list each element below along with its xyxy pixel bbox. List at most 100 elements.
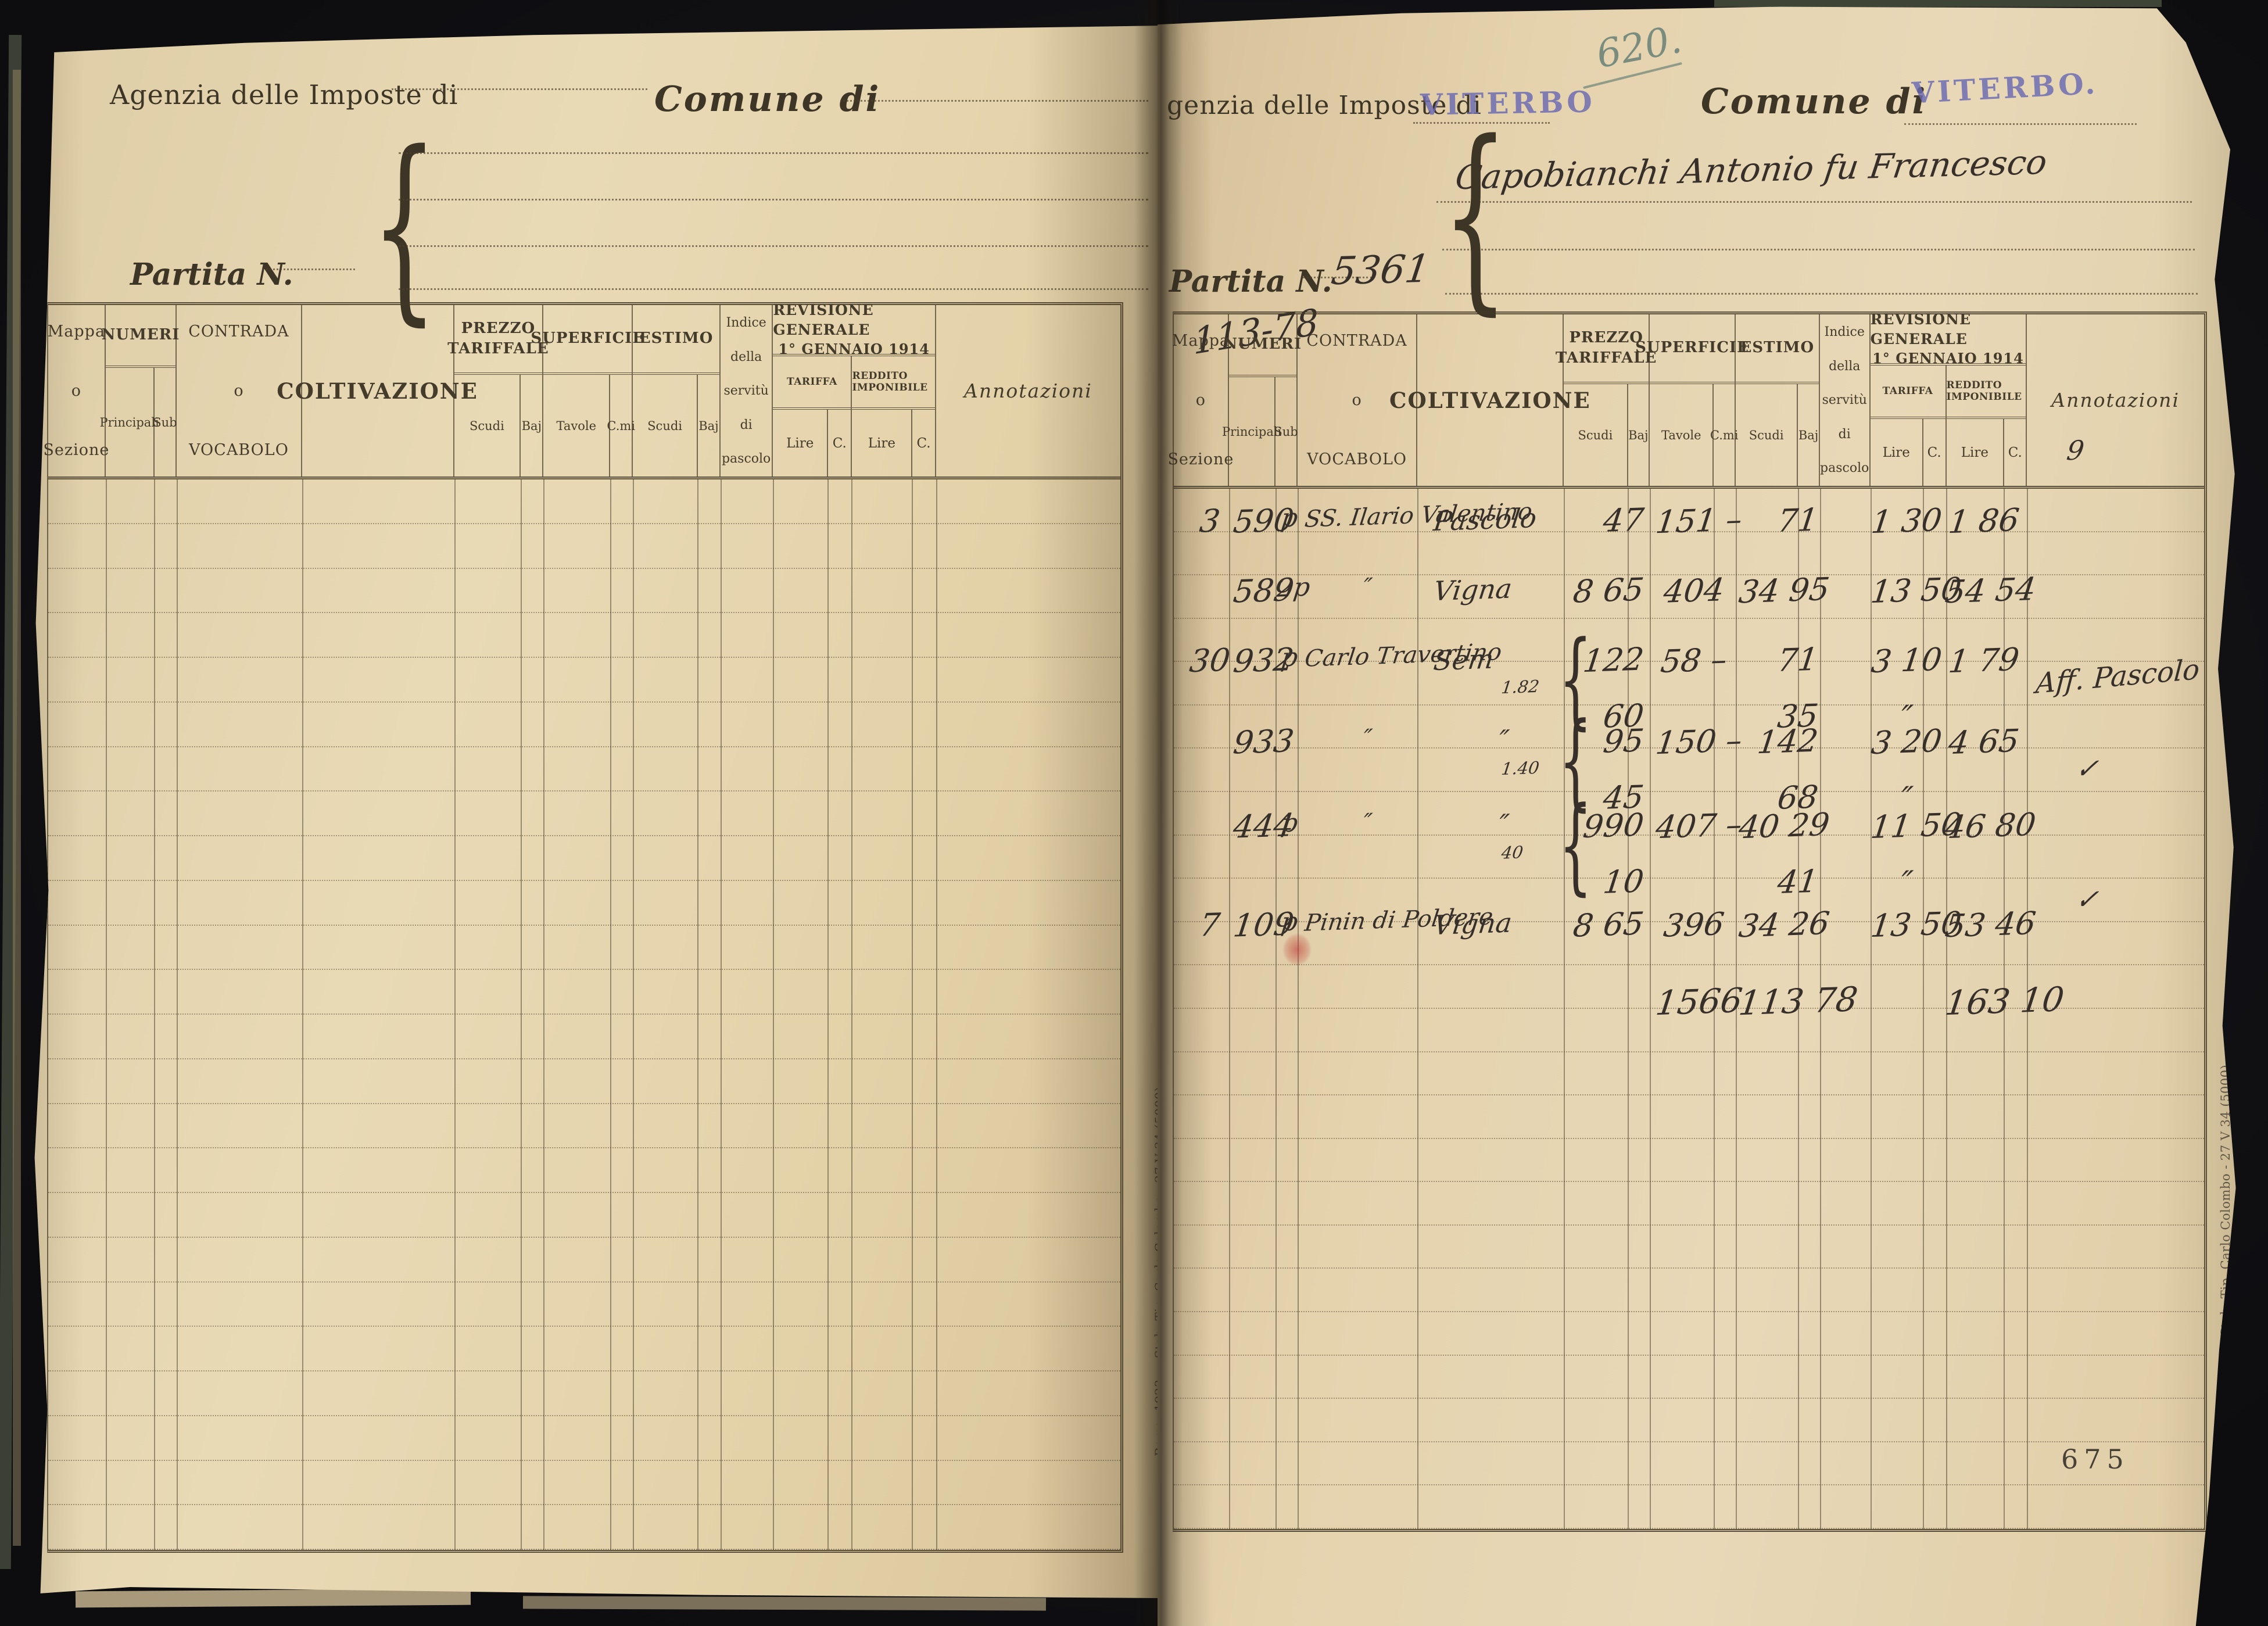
brace: { xyxy=(1442,98,1509,333)
cell-prezzo: 990 xyxy=(1581,806,1646,846)
right-page: genzia delle Imposte di VITERBO 620. Com… xyxy=(1158,6,2236,1626)
col-label: Lire xyxy=(1961,445,1988,460)
partita-number: 5361 xyxy=(1328,246,1433,294)
col-label: Scudi xyxy=(1749,428,1784,442)
agenzia-label: genzia delle Imposte di xyxy=(1167,91,1482,120)
col-reddito: REDDITO IMPONIBILE Lire C. xyxy=(1945,366,2026,486)
column-line xyxy=(827,479,829,1550)
fill-in-line xyxy=(1413,122,1550,124)
col-label: REDDITO IMPONIBILE xyxy=(852,370,928,393)
brace-label: 1.82 xyxy=(1500,676,1540,698)
col-label: SUPERFICIE xyxy=(1635,339,1749,357)
fill-in-line xyxy=(1303,277,1373,278)
cell-prezzo: 8 65 xyxy=(1571,905,1646,944)
col-label: REVISIONE GENERALE xyxy=(1870,311,1972,348)
table-row xyxy=(48,1416,1120,1461)
left-page: Agenzia delle Imposte di Comune di Parti… xyxy=(34,26,1165,1598)
cell-superficie: 396 xyxy=(1661,905,1726,944)
handwritten-entries: 3 590 p SS. Ilario Valentino Pascolo 47 … xyxy=(1173,488,2207,1534)
cell-estimo: 142 xyxy=(1755,722,1821,761)
cell-tariffa: 3 10 xyxy=(1869,640,1944,681)
col-label: Lire xyxy=(786,435,814,451)
cell-mappa: 7 xyxy=(1197,906,1223,944)
cell-contrada: ″ xyxy=(1361,573,1374,601)
cell-prezzo: 122 xyxy=(1581,640,1646,680)
table-row xyxy=(48,569,1120,614)
fill-in-line xyxy=(399,245,1148,247)
column-line xyxy=(912,479,913,1550)
table-row xyxy=(1174,1312,2204,1356)
cell-estimo: 34 26 xyxy=(1736,904,1832,945)
cell-contrada: ″ xyxy=(1361,724,1374,752)
col-label: servitù xyxy=(1822,393,1867,407)
table-row xyxy=(1174,705,2204,749)
partita-label: Partita N. xyxy=(1169,264,1332,299)
column-line xyxy=(773,479,775,1550)
column-line xyxy=(177,479,178,1550)
col-label: TARIFFA xyxy=(787,376,837,388)
table-row xyxy=(48,613,1120,658)
col-annotazioni: Annotazioni xyxy=(936,305,1120,477)
cell-tariffa: 1 30 xyxy=(1869,501,1944,541)
table-body xyxy=(48,479,1120,1550)
col-prezzo: PREZZO TARIFFALE Scudi Baj xyxy=(447,305,549,477)
col-label: Lire xyxy=(1882,445,1910,460)
cell-principali: 933 xyxy=(1231,722,1296,761)
cell-superficie: 150 – xyxy=(1653,722,1744,762)
column-line xyxy=(1275,489,1277,1529)
total-estimo: 113 78 xyxy=(1736,979,1860,1023)
col-label: C.mi xyxy=(1710,428,1739,442)
column-line xyxy=(2004,489,2005,1529)
cell-superficie: 151 – xyxy=(1653,501,1744,541)
cell-estimo: 71 xyxy=(1775,640,1821,679)
table-row xyxy=(48,1505,1120,1550)
brace: { xyxy=(371,109,438,343)
cell-reddito: 46 80 xyxy=(1943,805,2038,846)
column-line xyxy=(302,479,303,1550)
agenzia-label: Agenzia delle Imposte di xyxy=(110,79,458,110)
total-superficie: 1566 xyxy=(1653,980,1745,1023)
brace-label: 40 xyxy=(1500,842,1525,863)
col-label: o xyxy=(1195,391,1206,409)
cell-superficie: 404 xyxy=(1661,571,1726,610)
table-row xyxy=(48,1193,1120,1238)
table-row xyxy=(48,1327,1120,1371)
cell-coltivazione: ″ xyxy=(1497,808,1511,840)
table-row xyxy=(48,524,1120,569)
column-line xyxy=(1735,489,1737,1529)
col-label: Baj xyxy=(521,418,542,433)
column-line xyxy=(697,479,699,1550)
table-row xyxy=(1174,1269,2204,1312)
col-label: PREZZO xyxy=(1569,328,1643,346)
col-label: Mappa xyxy=(1171,332,1230,350)
col-label: della xyxy=(730,349,762,364)
col-label: SUPERFICIE xyxy=(531,330,645,348)
owner-name: Capobianchi Antonio fu Francesco xyxy=(1453,142,2050,198)
annotation-aff-pascolo: Aff. Pascolo xyxy=(2034,653,2201,700)
col-coltivazione: COLTIVAZIONE xyxy=(277,305,477,477)
fill-in-line xyxy=(1904,123,2137,125)
column-line xyxy=(1628,489,1629,1529)
fill-in-line xyxy=(392,88,647,90)
table-body xyxy=(1174,489,2204,1529)
col-estimo: ESTIMO Scudi Baj xyxy=(1735,314,1820,486)
column-line xyxy=(1417,489,1419,1529)
table-row xyxy=(1174,1139,2204,1183)
cell-estimo: 34 95 xyxy=(1736,570,1832,611)
column-line xyxy=(851,479,853,1550)
brace: { xyxy=(1558,700,1592,822)
col-label: TARIFFALE xyxy=(1555,349,1657,367)
column-line xyxy=(1650,489,1651,1529)
column-line xyxy=(720,479,722,1550)
col-label: ESTIMO xyxy=(639,330,714,348)
fill-in-line xyxy=(399,199,1148,200)
table-row xyxy=(48,1015,1120,1059)
col-label: Tavole xyxy=(556,418,597,433)
brace: { xyxy=(1558,619,1592,740)
col-label: Baj xyxy=(698,418,719,433)
col-label: Sezione xyxy=(43,441,110,459)
col-label: Tavole xyxy=(1661,428,1701,442)
col-label: o xyxy=(71,382,81,400)
table-row xyxy=(1174,1442,2204,1486)
col-label: Sezione xyxy=(1167,450,1234,468)
